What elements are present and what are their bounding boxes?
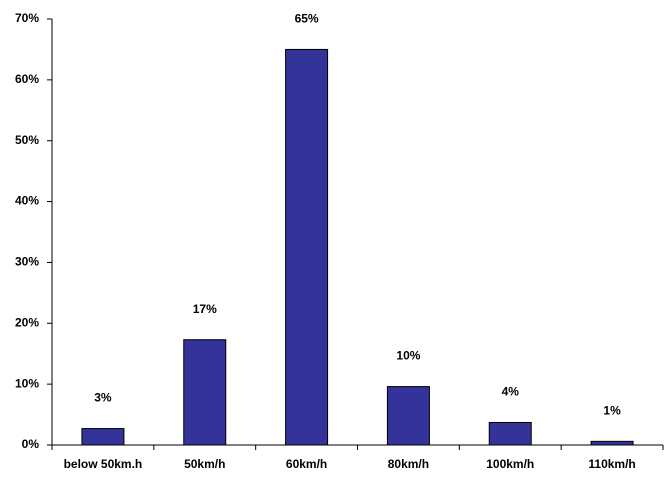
value-label: 65% [295, 12, 319, 26]
bar [488, 421, 532, 446]
y-tick-label: 30% [15, 255, 39, 269]
y-tick-label: 0% [22, 437, 40, 451]
y-tick-label: 20% [15, 315, 39, 329]
x-tick-label: 110km/h [588, 457, 635, 471]
bar [386, 386, 430, 446]
value-label: 4% [502, 385, 520, 399]
y-tick-label: 50% [15, 133, 39, 147]
bar [285, 48, 329, 446]
value-label: 3% [94, 391, 112, 405]
x-tick-label: 100km/h [486, 457, 534, 471]
x-tick-label: 80km/h [388, 457, 429, 471]
bar [183, 339, 227, 446]
y-tick-label: 40% [15, 194, 39, 208]
x-tick-label: 60km/h [286, 457, 327, 471]
value-label: 10% [396, 349, 420, 363]
y-tick-label: 70% [15, 11, 39, 25]
bar [590, 440, 634, 446]
bar [81, 428, 125, 446]
value-label: 1% [603, 404, 621, 418]
y-tick-label: 10% [15, 376, 39, 390]
value-label: 17% [193, 302, 217, 316]
x-tick-label: below 50km.h [64, 457, 143, 471]
x-tick-label: 50km/h [184, 457, 225, 471]
y-tick-label: 60% [15, 72, 39, 86]
